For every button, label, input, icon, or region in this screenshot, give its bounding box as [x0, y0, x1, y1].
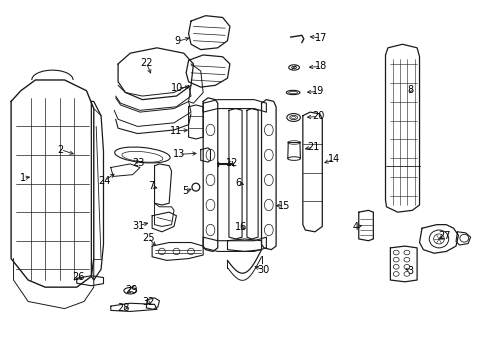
Text: 8: 8 — [407, 85, 413, 95]
Text: 22: 22 — [140, 58, 152, 68]
Text: 21: 21 — [307, 142, 319, 152]
Text: 1: 1 — [20, 173, 26, 183]
Text: 7: 7 — [148, 181, 154, 192]
Text: 29: 29 — [125, 285, 138, 295]
Text: 26: 26 — [72, 272, 84, 282]
Text: 24: 24 — [98, 176, 110, 186]
Text: 9: 9 — [174, 36, 180, 46]
Text: 13: 13 — [172, 149, 184, 159]
Text: 20: 20 — [311, 111, 324, 121]
Text: 11: 11 — [170, 126, 182, 136]
Text: 32: 32 — [142, 297, 154, 307]
Text: 17: 17 — [314, 33, 327, 43]
Text: 23: 23 — [132, 158, 144, 168]
Text: 19: 19 — [312, 86, 324, 96]
Text: 6: 6 — [235, 178, 241, 188]
Text: 5: 5 — [182, 186, 188, 197]
Text: 28: 28 — [118, 303, 130, 313]
Text: 14: 14 — [327, 154, 340, 164]
Text: 12: 12 — [225, 158, 238, 168]
Text: 31: 31 — [132, 221, 144, 231]
Text: 25: 25 — [142, 233, 154, 243]
Text: 4: 4 — [351, 222, 358, 232]
Text: 2: 2 — [58, 145, 64, 155]
Text: 10: 10 — [171, 83, 183, 93]
Text: 3: 3 — [407, 266, 413, 276]
Text: 16: 16 — [234, 222, 246, 232]
Text: 18: 18 — [315, 62, 327, 71]
Text: 27: 27 — [438, 231, 450, 242]
Text: 30: 30 — [256, 265, 268, 275]
Text: 15: 15 — [278, 201, 290, 211]
